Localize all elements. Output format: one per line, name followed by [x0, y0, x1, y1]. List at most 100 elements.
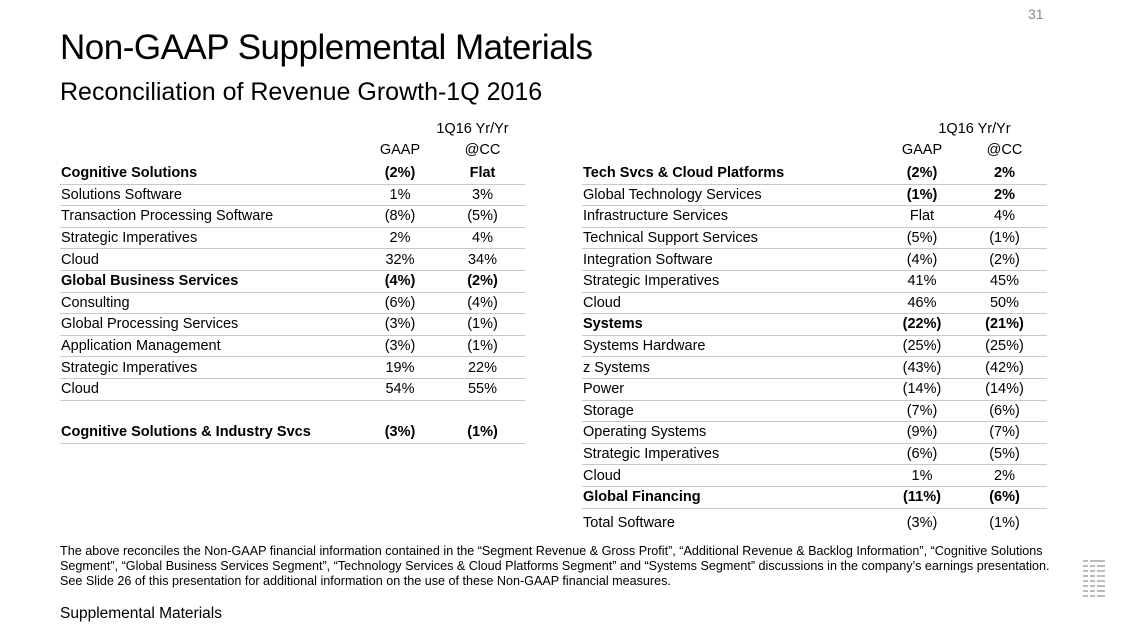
- cc-value: 55%: [467, 381, 498, 398]
- row-label: Cloud: [583, 294, 621, 311]
- cc-value: (4%): [467, 294, 498, 311]
- cc-value: (25%): [985, 338, 1024, 355]
- row-label: Global Technology Services: [583, 186, 762, 203]
- footnote: The above reconciles the Non-GAAP financ…: [60, 544, 1050, 588]
- cc-value: (42%): [985, 359, 1024, 376]
- gaap-value: 54%: [385, 381, 415, 398]
- table-row: Operating Systems (9%) (7%): [582, 422, 1047, 444]
- gaap-value: (4%): [384, 273, 416, 290]
- table-row: Global Technology Services (1%) 2%: [582, 185, 1047, 207]
- gaap-value: (3%): [384, 316, 416, 333]
- row-label: Cloud: [61, 381, 99, 398]
- gaap-value: (6%): [906, 446, 938, 463]
- row-label: Power: [583, 381, 625, 398]
- cc-value: 50%: [989, 294, 1020, 311]
- cc-value: (6%): [989, 402, 1020, 419]
- gaap-value: 32%: [385, 251, 415, 268]
- right-table: 1Q16 Yr/Yr GAAP @CC Tech Svcs & Cloud Pla…: [582, 121, 1047, 534]
- table-row: Cloud 46% 50%: [582, 293, 1047, 315]
- row-label: Technical Support Services: [583, 230, 758, 247]
- gaap-value: (7%): [906, 402, 938, 419]
- cc-header: @CC: [986, 142, 1023, 158]
- period-header: 1Q16 Yr/Yr: [938, 121, 1011, 137]
- row-label: Storage: [583, 402, 634, 419]
- cc-value: 34%: [467, 251, 498, 268]
- cc-value: Flat: [469, 165, 496, 182]
- cc-value: 2%: [994, 186, 1015, 203]
- table-row: Consulting (6%) (4%): [60, 293, 525, 315]
- gaap-value: (3%): [906, 515, 938, 532]
- table-row: Cloud 1% 2%: [582, 465, 1047, 487]
- row-label: Application Management: [61, 338, 221, 355]
- gaap-value: (6%): [384, 294, 416, 311]
- gaap-value: (2%): [384, 165, 416, 182]
- row-label: Global Business Services: [61, 273, 239, 290]
- cc-value: (14%): [985, 381, 1024, 398]
- cc-value: (21%): [985, 316, 1024, 333]
- gaap-value: 2%: [389, 230, 411, 247]
- row-label: Systems: [583, 316, 643, 333]
- table-row: Global Processing Services (3%) (1%): [60, 314, 525, 336]
- row-label: Systems Hardware: [583, 338, 706, 355]
- table-row: Technical Support Services (5%) (1%): [582, 228, 1047, 250]
- cc-value: (5%): [467, 208, 498, 225]
- gaap-value: 1%: [911, 467, 933, 484]
- gaap-value: (22%): [902, 316, 942, 333]
- table-row: Strategic Imperatives 19% 22%: [60, 357, 525, 379]
- cc-value: (1%): [467, 316, 498, 333]
- gaap-value: (43%): [902, 359, 942, 376]
- row-label: Strategic Imperatives: [61, 230, 198, 247]
- table-row: Transaction Processing Software (8%) (5%): [60, 206, 525, 228]
- gaap-value: (8%): [384, 208, 416, 225]
- gaap-value: (3%): [384, 338, 416, 355]
- row-label: Strategic Imperatives: [583, 446, 720, 463]
- gaap-value: 46%: [907, 294, 937, 311]
- row-label: Cognitive Solutions & Industry Svcs: [61, 424, 311, 441]
- page-number: 31: [1028, 6, 1044, 22]
- cc-value: 4%: [472, 230, 493, 247]
- row-label: Tech Svcs & Cloud Platforms: [583, 165, 785, 182]
- table-row: Systems (22%) (21%): [582, 314, 1047, 336]
- gaap-value: (11%): [903, 489, 941, 506]
- gaap-value: 41%: [907, 273, 937, 290]
- row-label: z Systems: [583, 359, 650, 376]
- table-row: Cognitive Solutions & Industry Svcs (3%) (…: [60, 422, 525, 444]
- table-row: Infrastructure Services Flat 4%: [582, 206, 1047, 228]
- table-row: Cognitive Solutions (2%) Flat: [60, 163, 525, 185]
- cc-value: 3%: [472, 186, 493, 203]
- table-row: Power (14%) (14%): [582, 379, 1047, 401]
- row-label: Infrastructure Services: [583, 208, 729, 225]
- table-row: Application Management (3%) (1%): [60, 336, 525, 358]
- table-row: [60, 401, 525, 423]
- table-row: Cloud 32% 34%: [60, 249, 525, 271]
- cc-value: 2%: [994, 165, 1015, 182]
- footer-label: Supplemental Materials: [60, 605, 222, 622]
- row-label: Consulting: [61, 294, 130, 311]
- row-label: Global Financing: [583, 489, 701, 506]
- cc-value: 22%: [467, 359, 498, 376]
- gaap-value: (3%): [384, 424, 416, 441]
- cc-value: (6%): [989, 489, 1020, 506]
- page-subtitle: Reconciliation of Revenue Growth-1Q 2016: [60, 78, 543, 106]
- gaap-value: (9%): [906, 424, 938, 441]
- cc-value: (1%): [467, 424, 498, 441]
- row-label: Solutions Software: [61, 186, 182, 203]
- table-row: Integration Software (4%) (2%): [582, 249, 1047, 271]
- gaap-value: (2%): [906, 165, 938, 182]
- cc-value: (1%): [989, 515, 1020, 532]
- row-label: Total Software: [583, 515, 675, 532]
- cc-value: 45%: [989, 273, 1020, 290]
- row-label: Global Processing Services: [61, 316, 239, 333]
- row-label: Strategic Imperatives: [583, 273, 720, 290]
- gaap-header: GAAP: [379, 142, 421, 158]
- left-table: 1Q16 Yr/Yr GAAP @CC Cognitive Solutions (2…: [60, 121, 525, 444]
- ibm-logo: [1083, 560, 1105, 605]
- gaap-value: (14%): [902, 381, 942, 398]
- period-header: 1Q16 Yr/Yr: [436, 121, 509, 137]
- cc-value: (7%): [989, 424, 1020, 441]
- row-label: Operating Systems: [583, 424, 707, 441]
- gaap-value: 19%: [385, 359, 415, 376]
- row-label: Cognitive Solutions: [61, 165, 198, 182]
- table-row: Total Software (3%) (1%): [582, 513, 1047, 535]
- cc-value: (2%): [989, 251, 1020, 268]
